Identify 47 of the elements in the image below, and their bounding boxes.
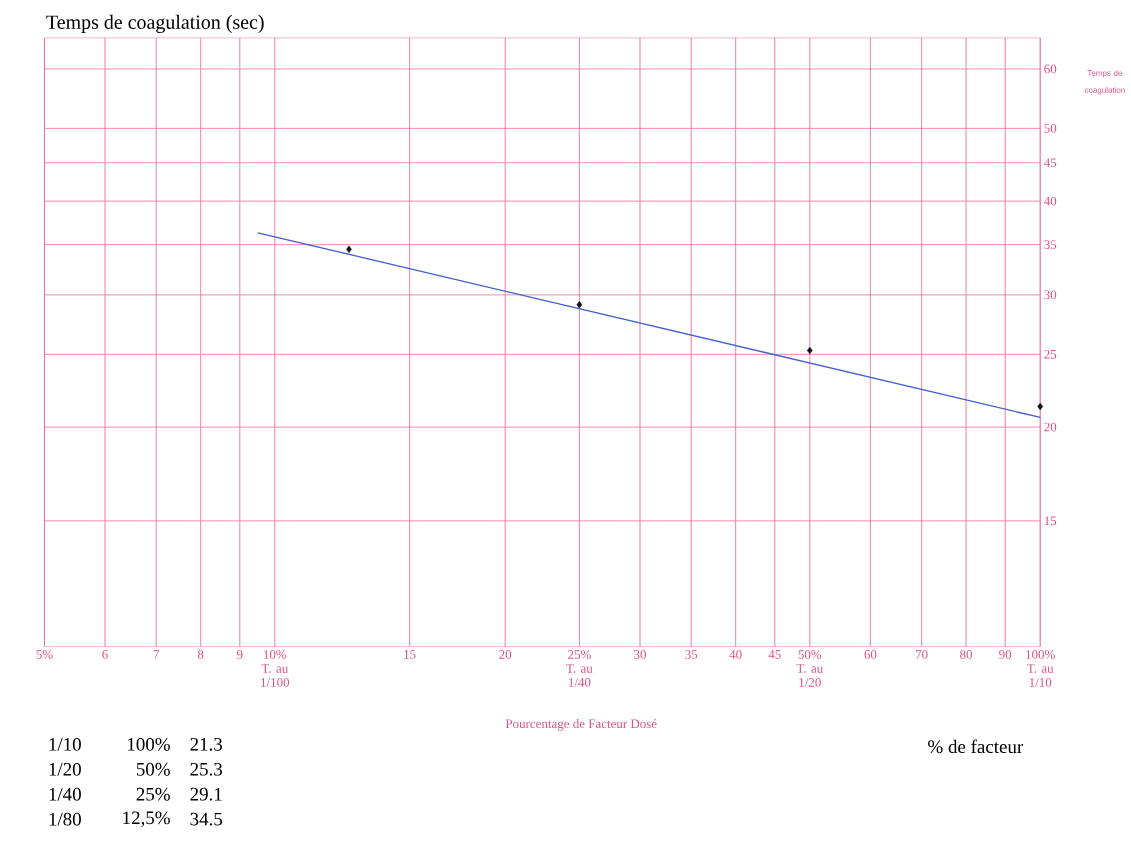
x-tick-label: 60 <box>864 650 877 659</box>
text: 1/80 <box>49 812 81 826</box>
x-tick-label: 6 <box>102 650 108 659</box>
x-tick-label: 25% T. au 1/40 <box>566 650 593 687</box>
y-tick-label: 15 <box>1044 516 1057 526</box>
x-tick-label: 50% T. au 1/20 <box>796 650 823 687</box>
x-tick-label: 40 <box>729 650 742 659</box>
text: 50% <box>136 762 170 776</box>
x-tick-label: 10% T. au 1/100 <box>261 650 290 687</box>
y-tick-label: 35 <box>1044 240 1057 249</box>
y-tick-label: 50 <box>1044 123 1057 133</box>
chart-title: Temps de coagulation (sec) <box>46 14 264 33</box>
x-tick-label: 45 <box>768 650 781 659</box>
text: 1/40 <box>49 787 81 801</box>
x-tick-label: 15 <box>404 650 416 659</box>
text: 1/10 <box>49 737 81 751</box>
y-tick-label: 30 <box>1044 290 1057 300</box>
y-tick-label: 45 <box>1043 158 1057 168</box>
text: 29.1 <box>190 787 222 801</box>
x-tick-label: 5% <box>36 650 53 659</box>
x-tick-label: 90 <box>999 650 1012 659</box>
y-tick-label: 25 <box>1044 349 1057 359</box>
text: 34.5 <box>190 812 223 826</box>
point <box>806 346 813 355</box>
x-tick-label: 100% T. au 1/10 <box>1026 650 1055 687</box>
point <box>576 301 583 309</box>
x-tick-label: 30 <box>634 650 646 659</box>
x-tick-label: 7 <box>153 650 160 659</box>
x-axis-title: Pourcentage de Facteur Dosé <box>505 718 657 731</box>
x-tick-label: 70 <box>915 650 928 659</box>
point <box>1037 402 1044 411</box>
text: 25% <box>136 787 170 801</box>
text: 100% <box>128 737 170 751</box>
text: % de facteur <box>928 739 1024 754</box>
x-tick-label: 8 <box>197 650 204 659</box>
text: 25.3 <box>190 762 223 776</box>
x-tick-label: 35 <box>685 650 698 659</box>
y-tick-label: 60 <box>1044 64 1057 74</box>
point <box>346 245 352 253</box>
text: 21.3 <box>190 737 223 751</box>
y-tick-label: 40 <box>1043 196 1057 206</box>
text: 12,5% <box>123 811 170 827</box>
y-tick-label: 20 <box>1044 422 1057 432</box>
x-tick-label: 9 <box>236 650 243 659</box>
x-tick-label: 80 <box>960 650 973 659</box>
text: 1/20 <box>49 762 81 776</box>
x-tick-label: 20 <box>499 650 512 659</box>
